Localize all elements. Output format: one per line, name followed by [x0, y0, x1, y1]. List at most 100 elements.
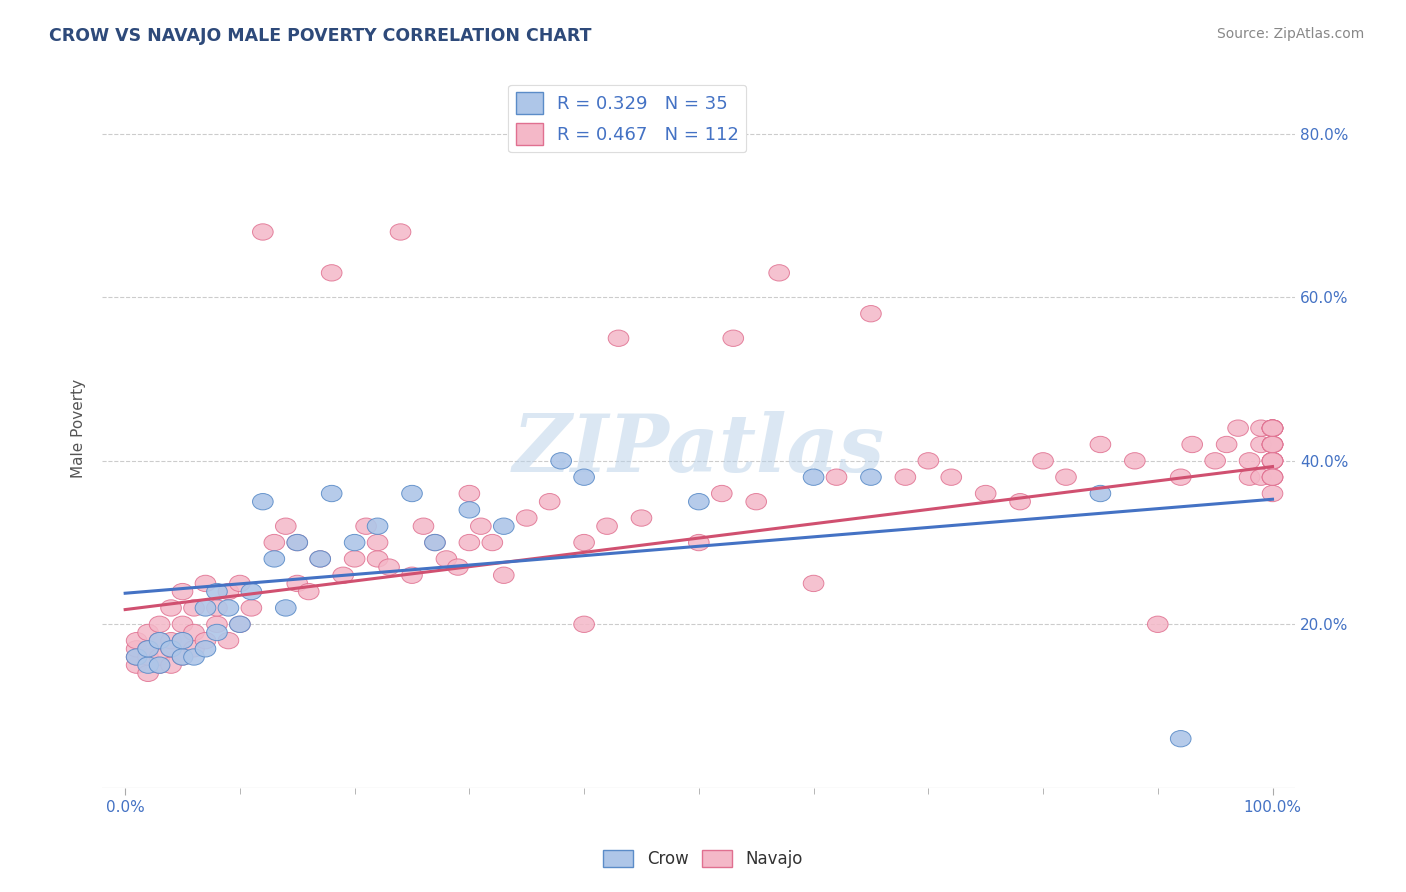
Ellipse shape	[574, 616, 595, 632]
Ellipse shape	[138, 657, 159, 673]
Ellipse shape	[207, 583, 228, 599]
Text: ZIPatlas: ZIPatlas	[513, 411, 884, 489]
Ellipse shape	[1251, 420, 1271, 436]
Ellipse shape	[160, 657, 181, 673]
Ellipse shape	[1227, 420, 1249, 436]
Ellipse shape	[458, 485, 479, 501]
Ellipse shape	[378, 559, 399, 575]
Ellipse shape	[127, 657, 148, 673]
Ellipse shape	[195, 575, 215, 591]
Ellipse shape	[195, 599, 215, 616]
Text: CROW VS NAVAJO MALE POVERTY CORRELATION CHART: CROW VS NAVAJO MALE POVERTY CORRELATION …	[49, 27, 592, 45]
Ellipse shape	[1263, 485, 1282, 501]
Ellipse shape	[172, 632, 193, 648]
Ellipse shape	[138, 665, 159, 681]
Ellipse shape	[138, 640, 159, 657]
Ellipse shape	[309, 550, 330, 567]
Ellipse shape	[1251, 436, 1271, 452]
Ellipse shape	[1056, 469, 1077, 485]
Y-axis label: Male Poverty: Male Poverty	[72, 378, 86, 478]
Ellipse shape	[402, 485, 422, 501]
Ellipse shape	[1263, 452, 1282, 469]
Ellipse shape	[631, 510, 652, 526]
Ellipse shape	[1090, 436, 1111, 452]
Ellipse shape	[253, 224, 273, 240]
Ellipse shape	[494, 567, 515, 583]
Ellipse shape	[276, 518, 297, 534]
Ellipse shape	[172, 648, 193, 665]
Ellipse shape	[803, 575, 824, 591]
Text: Source: ZipAtlas.com: Source: ZipAtlas.com	[1216, 27, 1364, 41]
Ellipse shape	[1263, 452, 1282, 469]
Ellipse shape	[425, 534, 446, 550]
Ellipse shape	[1182, 436, 1202, 452]
Ellipse shape	[1263, 420, 1282, 436]
Ellipse shape	[596, 518, 617, 534]
Ellipse shape	[322, 265, 342, 281]
Legend: R = 0.329   N = 35, R = 0.467   N = 112: R = 0.329 N = 35, R = 0.467 N = 112	[509, 85, 747, 153]
Ellipse shape	[482, 534, 502, 550]
Ellipse shape	[149, 657, 170, 673]
Ellipse shape	[1263, 452, 1282, 469]
Ellipse shape	[1170, 731, 1191, 747]
Ellipse shape	[160, 599, 181, 616]
Ellipse shape	[860, 469, 882, 485]
Ellipse shape	[413, 518, 434, 534]
Ellipse shape	[195, 640, 215, 657]
Ellipse shape	[918, 452, 939, 469]
Ellipse shape	[574, 469, 595, 485]
Ellipse shape	[149, 657, 170, 673]
Ellipse shape	[149, 632, 170, 648]
Ellipse shape	[1216, 436, 1237, 452]
Ellipse shape	[184, 648, 204, 665]
Ellipse shape	[723, 330, 744, 346]
Ellipse shape	[458, 534, 479, 550]
Ellipse shape	[860, 306, 882, 322]
Ellipse shape	[1090, 485, 1111, 501]
Ellipse shape	[1263, 452, 1282, 469]
Ellipse shape	[184, 624, 204, 640]
Ellipse shape	[207, 616, 228, 632]
Ellipse shape	[1170, 469, 1191, 485]
Ellipse shape	[447, 559, 468, 575]
Ellipse shape	[1263, 436, 1282, 452]
Ellipse shape	[1251, 469, 1271, 485]
Legend: Crow, Navajo: Crow, Navajo	[596, 843, 810, 875]
Ellipse shape	[138, 624, 159, 640]
Ellipse shape	[494, 518, 515, 534]
Ellipse shape	[218, 632, 239, 648]
Ellipse shape	[160, 632, 181, 648]
Ellipse shape	[207, 624, 228, 640]
Ellipse shape	[1263, 469, 1282, 485]
Ellipse shape	[127, 648, 148, 665]
Ellipse shape	[298, 583, 319, 599]
Ellipse shape	[711, 485, 733, 501]
Ellipse shape	[689, 493, 709, 510]
Ellipse shape	[149, 648, 170, 665]
Ellipse shape	[402, 567, 422, 583]
Ellipse shape	[195, 632, 215, 648]
Ellipse shape	[264, 550, 284, 567]
Ellipse shape	[1263, 436, 1282, 452]
Ellipse shape	[1263, 436, 1282, 452]
Ellipse shape	[333, 567, 353, 583]
Ellipse shape	[1263, 452, 1282, 469]
Ellipse shape	[769, 265, 790, 281]
Ellipse shape	[218, 599, 239, 616]
Ellipse shape	[1010, 493, 1031, 510]
Ellipse shape	[149, 632, 170, 648]
Ellipse shape	[1205, 452, 1226, 469]
Ellipse shape	[745, 493, 766, 510]
Ellipse shape	[827, 469, 846, 485]
Ellipse shape	[1263, 420, 1282, 436]
Ellipse shape	[1263, 420, 1282, 436]
Ellipse shape	[276, 599, 297, 616]
Ellipse shape	[149, 616, 170, 632]
Ellipse shape	[367, 534, 388, 550]
Ellipse shape	[1125, 452, 1144, 469]
Ellipse shape	[127, 632, 148, 648]
Ellipse shape	[229, 616, 250, 632]
Ellipse shape	[1263, 420, 1282, 436]
Ellipse shape	[322, 485, 342, 501]
Ellipse shape	[172, 648, 193, 665]
